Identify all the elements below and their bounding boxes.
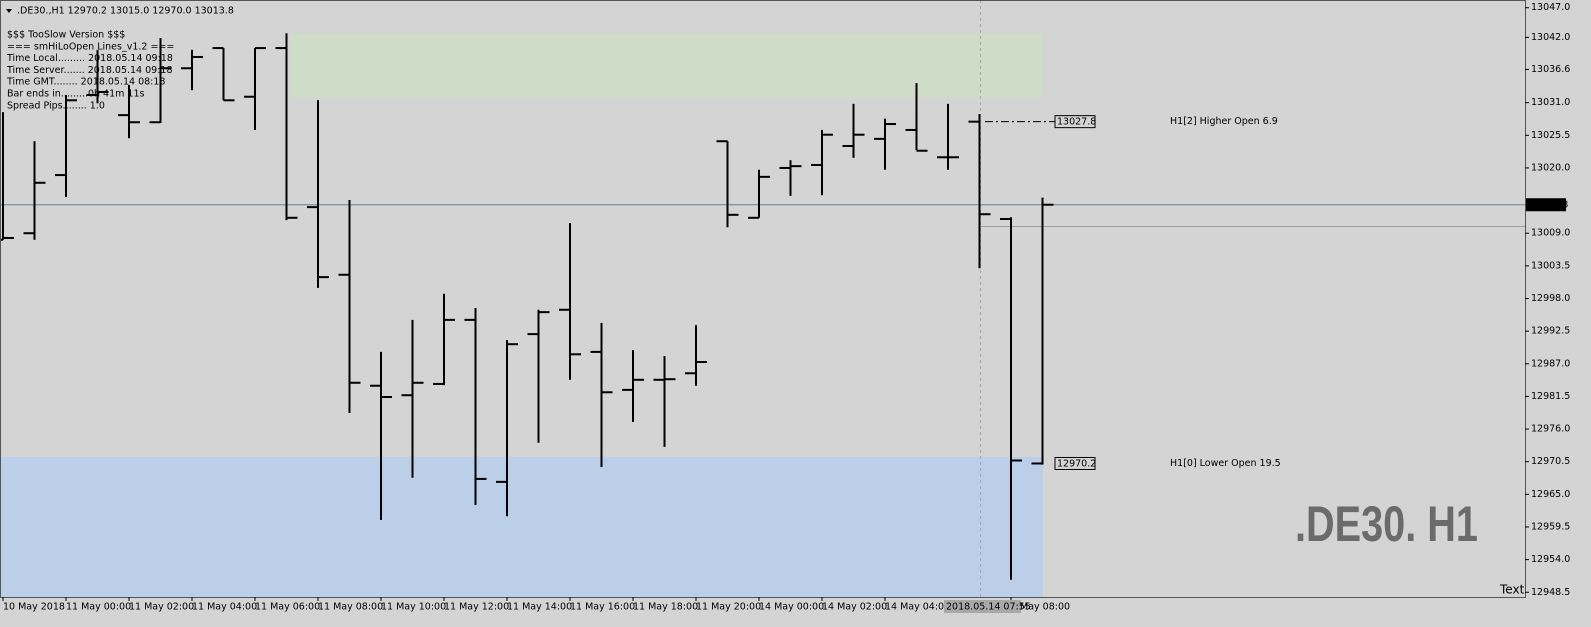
level-tag: 13027.8 bbox=[1057, 117, 1096, 128]
y-tick-label: 13031.0 bbox=[1531, 97, 1570, 108]
y-tick-label: 12998.0 bbox=[1531, 293, 1570, 304]
y-tick-label: 12959.5 bbox=[1531, 521, 1570, 532]
zone bbox=[0, 456, 1043, 597]
y-tick-label: 12970.5 bbox=[1531, 456, 1570, 467]
x-tick-label: 11 May 02:00 bbox=[129, 602, 194, 613]
price-tag: 13013.8 bbox=[1529, 200, 1568, 211]
x-tick-label: May 08:00 bbox=[1020, 602, 1070, 613]
y-tick-label: 13047.0 bbox=[1531, 2, 1570, 13]
y-tick-label: 13036.6 bbox=[1531, 64, 1570, 75]
x-tick-label: 11 May 12:00 bbox=[444, 602, 509, 613]
y-tick-label: 13009.0 bbox=[1531, 228, 1570, 239]
y-tick-label: 13042.0 bbox=[1531, 32, 1570, 43]
price-tag-bg bbox=[1526, 198, 1566, 212]
y-tick-label: 12976.0 bbox=[1531, 424, 1570, 435]
x-tick-label: 11 May 06:00 bbox=[255, 602, 320, 613]
y-tick-label: 13025.5 bbox=[1531, 130, 1570, 141]
level-tag-box bbox=[1054, 456, 1096, 470]
level-text: H1[2] Higher Open 6.9 bbox=[1170, 116, 1278, 127]
x-tick-label: 11 May 16:00 bbox=[570, 602, 635, 613]
x-tick-label: 11 May 08:00 bbox=[318, 602, 383, 613]
menu-arrow[interactable] bbox=[6, 9, 12, 13]
x-tick-label: 14 May 02:00 bbox=[822, 602, 887, 613]
header: .DE30.,H1 12970.2 13015.0 12970.0 13013.… bbox=[17, 6, 234, 17]
info-line: Spread Pips........ 1.0 bbox=[7, 100, 105, 111]
x-tick-label: 11 May 04:00 bbox=[192, 602, 257, 613]
info-line: Bar ends in.........0h 41m 11s bbox=[7, 89, 145, 100]
x-tick-label: 11 May 14:00 bbox=[507, 602, 572, 613]
y-tick-label: 12981.5 bbox=[1531, 391, 1570, 402]
x-tick-label: 11 May 10:00 bbox=[381, 602, 446, 613]
x-tick-label: 11 May 18:00 bbox=[633, 602, 698, 613]
y-tick-label: 12954.0 bbox=[1531, 554, 1570, 565]
info-line: Time GMT........ 2018.05.14 08:18 bbox=[6, 77, 165, 88]
info-line: $$$ TooSlow Version $$$ bbox=[7, 30, 125, 41]
x-tick-label: 14 May 04:00 bbox=[885, 602, 950, 613]
info-line: Time Server....... 2018.05.14 09:18 bbox=[6, 65, 173, 76]
x-tick-label: 14 May 00:00 bbox=[759, 602, 824, 613]
y-tick-label: 12992.5 bbox=[1531, 326, 1570, 337]
watermark: .DE30. H1 bbox=[1295, 496, 1478, 552]
y-tick-label: 12987.0 bbox=[1531, 358, 1570, 369]
x-tick-label: 10 May 2018 bbox=[3, 602, 65, 613]
zone bbox=[290, 33, 1043, 98]
level-tag-box bbox=[1054, 115, 1096, 129]
info-line: === smHiLoOpen Lines_v1.2 === bbox=[7, 41, 174, 52]
y-tick-label: 12965.0 bbox=[1531, 489, 1570, 500]
corner-text: Text bbox=[1499, 583, 1525, 597]
crosshair-label: 2018.05.14 07:55 bbox=[946, 602, 1031, 613]
level-text: H1[0] Lower Open 19.5 bbox=[1170, 458, 1281, 469]
y-tick-label: 12948.5 bbox=[1531, 587, 1570, 598]
level-tag: 12970.2 bbox=[1057, 458, 1096, 469]
y-tick-label: 13003.5 bbox=[1531, 260, 1570, 271]
y-tick-label: 13020.0 bbox=[1531, 162, 1570, 173]
info-line: Time Local......... 2018.05.14 09:18 bbox=[6, 53, 173, 64]
x-tick-label: 11 May 20:00 bbox=[696, 602, 761, 613]
crosshair-label-bg bbox=[944, 600, 1021, 613]
x-tick-label: 11 May 00:00 bbox=[66, 602, 131, 613]
